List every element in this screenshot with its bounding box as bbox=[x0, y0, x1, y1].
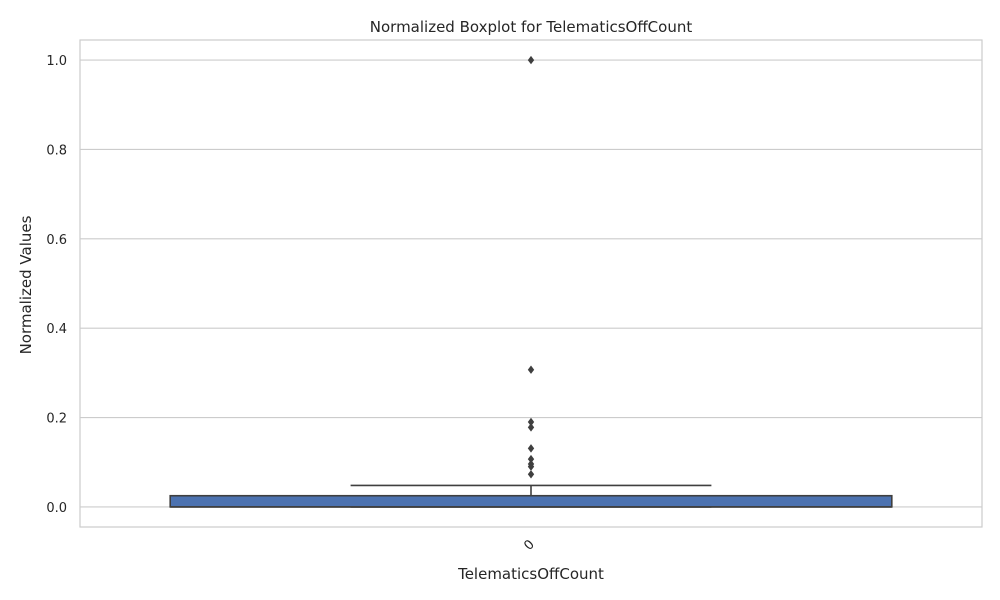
outlier-point bbox=[527, 470, 535, 479]
y-tick-label: 0.4 bbox=[46, 322, 67, 337]
outlier-points bbox=[527, 55, 535, 479]
chart-title: Normalized Boxplot for TelematicsOffCoun… bbox=[370, 18, 693, 36]
y-tick-label: 0.0 bbox=[46, 501, 67, 516]
outlier-point bbox=[527, 423, 535, 432]
x-axis-label: TelematicsOffCount bbox=[457, 565, 604, 583]
outlier-point bbox=[527, 417, 535, 427]
outlier-point bbox=[527, 454, 535, 464]
outlier-point bbox=[527, 365, 535, 374]
outlier-point bbox=[527, 444, 535, 453]
interquartile-box bbox=[169, 494, 893, 508]
y-axis-label: Normalized Values bbox=[17, 215, 35, 354]
y-tick-label: 1.0 bbox=[46, 54, 67, 69]
y-tick-label: 0.2 bbox=[46, 412, 67, 427]
plot-frame bbox=[79, 39, 983, 528]
outlier-point bbox=[527, 462, 535, 471]
y-tick-label: 0.8 bbox=[46, 143, 67, 158]
y-tick-label: 0.6 bbox=[46, 233, 67, 248]
y-tick-labels: 0.0 0.2 0.4 0.6 0.8 1.0 bbox=[46, 54, 67, 516]
box-element bbox=[169, 484, 893, 508]
outlier-point bbox=[527, 55, 535, 65]
